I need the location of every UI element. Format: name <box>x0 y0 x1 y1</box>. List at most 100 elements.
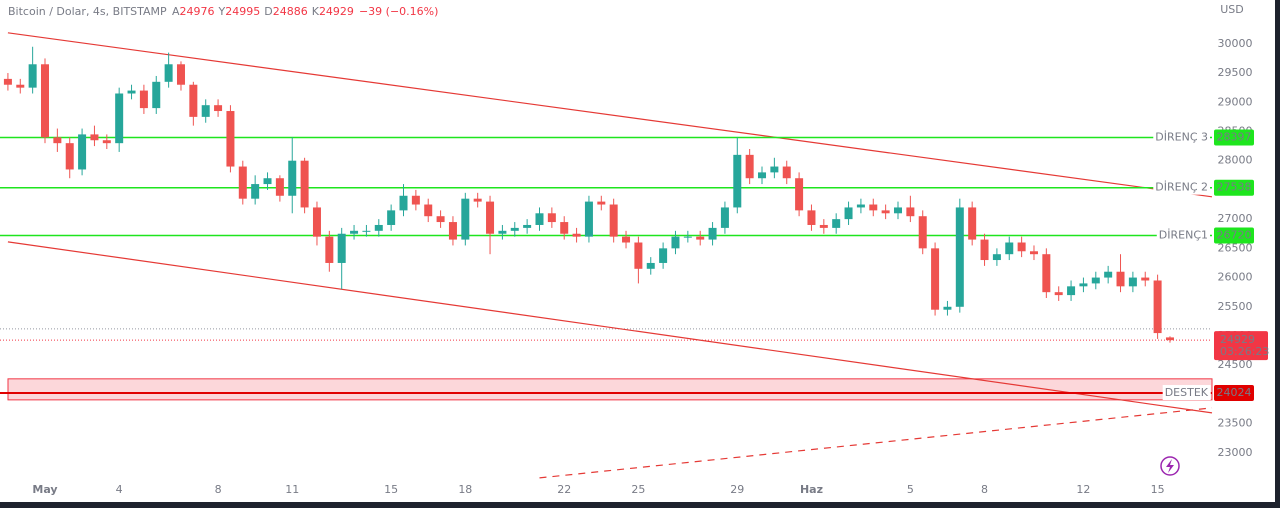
candle-body <box>1029 251 1038 255</box>
candle-body <box>683 236 692 238</box>
candle-body <box>733 154 742 208</box>
candle-body <box>424 204 433 217</box>
y-tick-label: 23000 <box>1218 446 1253 459</box>
candle-body <box>498 230 507 234</box>
trendline <box>539 407 1213 479</box>
candle-body <box>795 178 804 211</box>
candle-body <box>275 178 284 196</box>
candle-body <box>78 134 87 170</box>
candle-body <box>659 248 668 263</box>
ohlc-value: 24886 <box>273 5 308 18</box>
candle-body <box>1091 277 1100 284</box>
x-tick-label: 8 <box>215 483 222 496</box>
candle-body <box>968 207 977 240</box>
y-tick-label: 29000 <box>1218 95 1253 108</box>
candle-body <box>436 216 445 223</box>
x-tick-label: 15 <box>384 483 398 496</box>
candle-body <box>1005 242 1014 255</box>
y-tick-label: 26000 <box>1218 271 1253 284</box>
candle-body <box>238 166 247 199</box>
candle-body <box>3 78 12 85</box>
level-name-bg <box>1156 227 1210 243</box>
ohlc-label: A <box>172 5 180 18</box>
candle-body <box>90 134 99 141</box>
y-tick-label: 30000 <box>1218 37 1253 50</box>
candle-body <box>399 195 408 211</box>
ohlc-value: 24995 <box>225 5 260 18</box>
x-tick-label: 5 <box>907 483 914 496</box>
x-tick-label: 12 <box>1076 483 1090 496</box>
candle-body <box>708 227 717 240</box>
candle-body <box>1054 292 1063 296</box>
candle-body <box>263 178 272 185</box>
level-name-bg <box>1153 179 1210 195</box>
x-tick-label: May <box>32 483 57 496</box>
y-tick-label: 29500 <box>1218 66 1253 79</box>
candle-body <box>1067 286 1076 296</box>
x-tick-label: 18 <box>458 483 472 496</box>
candle-body <box>28 64 37 88</box>
candle-body <box>770 166 779 173</box>
candle-body <box>300 160 309 208</box>
candle-body <box>337 233 346 263</box>
candle-body <box>189 84 198 117</box>
x-tick-label: 11 <box>285 483 299 496</box>
candle-body <box>622 236 631 243</box>
level-badge <box>1214 179 1254 196</box>
level-badge <box>1214 227 1254 244</box>
candle-body <box>696 236 705 240</box>
candle-body <box>832 219 841 228</box>
candle-body <box>634 242 643 269</box>
last-price-value: 24929 <box>1220 333 1255 346</box>
x-tick-label: 22 <box>557 483 571 496</box>
candle-body <box>918 216 927 249</box>
candle-body <box>597 201 606 205</box>
candle-body <box>1141 277 1150 281</box>
currency-label: USD <box>1220 3 1244 16</box>
level-value: 27538 <box>1217 181 1252 194</box>
replay-icon[interactable] <box>1160 456 1180 476</box>
candle-body <box>152 81 161 109</box>
candle-body <box>992 254 1001 261</box>
candle-body <box>176 64 185 85</box>
candle-body <box>1042 254 1051 293</box>
candle-body <box>312 207 321 237</box>
y-tick-label: 24500 <box>1218 358 1253 371</box>
level-name: DİRENÇ 2 <box>1155 181 1208 194</box>
candle-body <box>869 204 878 211</box>
frame-bottom <box>0 502 1280 508</box>
candle-body <box>473 198 482 202</box>
x-tick-label: 25 <box>631 483 645 496</box>
candle-body <box>807 210 816 225</box>
candle-body <box>523 224 532 228</box>
level-value: 26720 <box>1217 228 1252 241</box>
level-value: 24024 <box>1217 386 1252 399</box>
candle-body <box>40 64 49 138</box>
header: Bitcoin / Dolar, 4s, BITSTAMP A24976 Y2499… <box>8 5 438 18</box>
candle-body <box>535 213 544 225</box>
level-name: DİRENÇ1 <box>1159 228 1208 241</box>
candle-body <box>931 248 940 310</box>
ohlc-label: K <box>312 5 320 18</box>
level-badge <box>1214 385 1254 402</box>
frame-right <box>1275 0 1280 508</box>
candle-body <box>943 306 952 310</box>
candle-body <box>251 184 260 199</box>
candle-body <box>782 166 791 179</box>
candle-body <box>844 207 853 220</box>
candle-body <box>127 90 136 94</box>
level-value: 28397 <box>1217 130 1252 143</box>
candle-body <box>671 236 680 249</box>
y-tick-label: 28000 <box>1218 154 1253 167</box>
candle-body <box>758 172 767 179</box>
level-badge <box>1214 129 1254 146</box>
candle-body <box>893 207 902 214</box>
candle-body <box>646 262 655 269</box>
candle-body <box>201 105 210 117</box>
candle-body <box>387 210 396 225</box>
x-tick-label: 29 <box>730 483 744 496</box>
candle-body <box>411 195 420 205</box>
candle-body <box>214 105 223 112</box>
last-price-badge <box>1214 331 1268 361</box>
